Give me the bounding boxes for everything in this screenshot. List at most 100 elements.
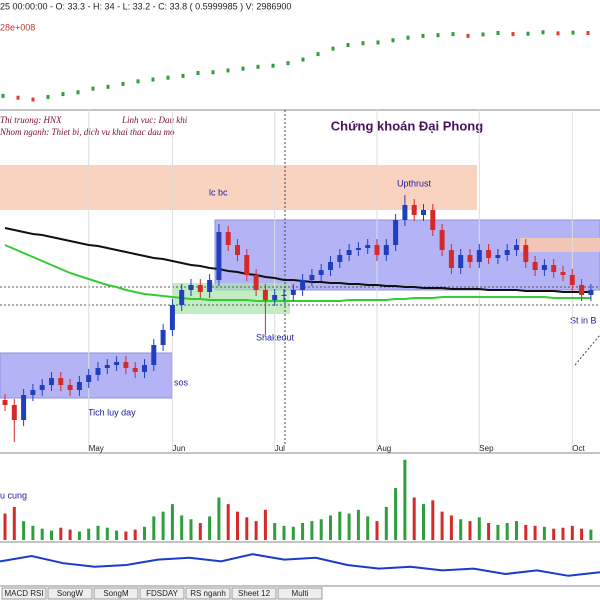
overview-candle xyxy=(496,31,500,35)
annotation: Tich luy day xyxy=(88,407,136,417)
sheet-tab[interactable] xyxy=(47,587,93,600)
overview-candle xyxy=(211,70,215,75)
candle-body xyxy=(551,265,557,272)
oscillator-line xyxy=(0,553,600,577)
overview-candle xyxy=(166,75,170,80)
sheet-tab[interactable] xyxy=(93,587,139,600)
volume-bar xyxy=(96,525,100,540)
moving-average xyxy=(4,227,591,293)
candle-body xyxy=(67,385,73,390)
annotation: sos xyxy=(174,377,189,387)
candle-body xyxy=(402,205,408,220)
overview-candle xyxy=(391,38,395,43)
candle-body xyxy=(569,275,575,285)
candle-body xyxy=(235,245,240,255)
candle-body xyxy=(421,210,426,215)
sheet-tab[interactable] xyxy=(185,587,231,600)
candle-body xyxy=(430,210,436,230)
overview-candle xyxy=(376,40,380,45)
volume-bar xyxy=(440,511,444,540)
overview-candle xyxy=(511,32,515,37)
sheet-tab-label[interactable]: RS nganh xyxy=(190,589,226,598)
volume-bar xyxy=(180,515,184,540)
overview-candle xyxy=(271,63,275,68)
overview-candle xyxy=(406,35,410,40)
volume-bar xyxy=(22,521,26,540)
volume-bar xyxy=(152,516,156,540)
candle-body xyxy=(225,232,231,245)
overview-candle xyxy=(361,41,365,46)
candle-body xyxy=(272,295,278,300)
sheet-tab-label[interactable]: SongM xyxy=(103,589,129,598)
candle-body xyxy=(207,280,213,292)
overview-candle xyxy=(481,32,485,37)
volume-bar xyxy=(515,521,518,540)
candle-body xyxy=(560,272,566,275)
sheet-tab[interactable] xyxy=(231,587,277,600)
volume-bar xyxy=(589,529,593,540)
sector-info: Linh vuc: Dau khi xyxy=(121,115,188,125)
candle-body xyxy=(374,245,380,255)
volume-bar xyxy=(505,523,509,540)
group-info: Nhom nganh: Thiet bi, dich vu khai thac … xyxy=(0,127,175,137)
overview-candle xyxy=(241,66,245,71)
candle-body xyxy=(346,250,352,255)
overview-candle xyxy=(556,31,560,36)
overview-candle xyxy=(1,93,5,98)
volume-bar xyxy=(477,517,481,540)
volume-bar xyxy=(124,531,128,540)
sheet-tab-label[interactable]: MACD RSI xyxy=(4,589,43,598)
sheet-tab-label[interactable]: SongW xyxy=(57,589,84,598)
candle-body xyxy=(142,365,147,372)
overview-candle xyxy=(121,81,125,86)
overview-candle xyxy=(421,33,425,38)
volume-bar xyxy=(77,531,81,540)
accumulation-zone xyxy=(0,352,173,399)
volume-bar xyxy=(580,528,584,540)
overview-candle xyxy=(586,31,590,35)
volume-bar xyxy=(263,509,267,540)
candle-body xyxy=(383,245,389,255)
sheet-tab-label[interactable]: Multi xyxy=(292,589,309,598)
candle-body xyxy=(411,205,417,215)
candle-body xyxy=(532,262,538,270)
sheet-tab-label[interactable]: Sheet 12 xyxy=(238,589,271,598)
overview-candle xyxy=(136,79,140,84)
volume-bar xyxy=(552,528,556,540)
volume-bar xyxy=(310,521,314,540)
overview-candle xyxy=(256,64,260,69)
candle-body xyxy=(504,250,510,255)
volume-bar xyxy=(338,511,342,540)
volume-bar xyxy=(468,521,472,540)
candle-body xyxy=(458,255,464,268)
overview-candle xyxy=(31,97,35,102)
candle-body xyxy=(179,290,185,305)
candle-body xyxy=(476,250,482,262)
overview-candle xyxy=(16,95,20,100)
candle-body xyxy=(132,368,138,372)
candle-body xyxy=(253,275,259,290)
volume-bar xyxy=(31,525,35,540)
moving-average xyxy=(4,244,591,302)
trading-range xyxy=(214,219,600,291)
candle-body xyxy=(588,290,594,295)
volume-bar xyxy=(384,506,388,540)
volume-bar xyxy=(59,527,63,540)
sheet-tab-label[interactable]: FDSDAY xyxy=(146,589,179,598)
overview-candle xyxy=(46,95,50,99)
candle-body xyxy=(495,255,501,258)
candle-body xyxy=(290,290,296,295)
volume-bar xyxy=(422,504,425,540)
annotation: lc bc xyxy=(209,187,228,197)
month-label: Oct xyxy=(572,444,585,453)
candle-body xyxy=(188,285,194,290)
sheet-tab[interactable] xyxy=(1,587,47,600)
sheet-tab[interactable] xyxy=(277,587,323,600)
sheet-tab[interactable] xyxy=(139,587,185,600)
volume-bar xyxy=(105,527,109,540)
candle-body xyxy=(86,375,92,382)
overview-candle xyxy=(571,30,575,35)
candle-body xyxy=(514,245,519,250)
market-info: Thi truong: HNX xyxy=(0,115,62,125)
candle-body xyxy=(104,365,110,368)
